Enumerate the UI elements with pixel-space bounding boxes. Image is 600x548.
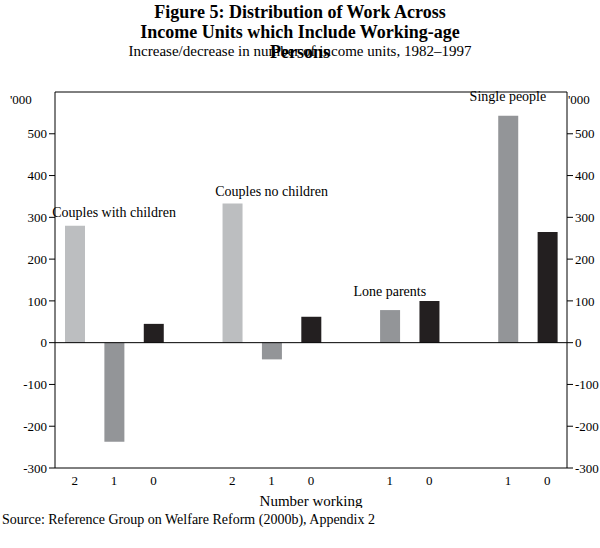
svg-text:200: 200 [575, 252, 592, 267]
svg-text:2: 2 [229, 473, 236, 488]
svg-text:2: 2 [71, 473, 78, 488]
svg-text:-100: -100 [23, 377, 47, 392]
svg-text:0: 0 [544, 473, 551, 488]
html-text:'000: '000 [10, 92, 32, 107]
svg-text:200: 200 [28, 252, 48, 267]
svg-text:0: 0 [150, 473, 157, 488]
html-text:Source: Reference Group on Wel: Source: Reference Group on Welfare Refor… [2, 512, 375, 527]
svg-text:-300: -300 [575, 461, 592, 476]
svg-text:0: 0 [426, 473, 433, 488]
html-text:Figure 5: Distribution of Work: Figure 5: Distribution of Work Across In… [140, 2, 460, 62]
svg-text:400: 400 [575, 168, 592, 183]
svg-text:Couples with children: Couples with children [52, 205, 176, 220]
svg-text:-300: -300 [23, 461, 47, 476]
svg-text:Single people: Single people [470, 89, 547, 104]
svg-text:0: 0 [308, 473, 315, 488]
svg-text:500: 500 [28, 126, 48, 141]
svg-text:300: 300 [28, 210, 48, 225]
svg-text:400: 400 [28, 168, 48, 183]
svg-text:0: 0 [41, 335, 48, 350]
html-text:'000: '000 [568, 92, 590, 107]
svg-text:500: 500 [575, 126, 592, 141]
svg-text:-200: -200 [23, 419, 47, 434]
svg-text:1: 1 [268, 473, 275, 488]
svg-text:300: 300 [575, 210, 592, 225]
svg-text:-100: -100 [575, 377, 592, 392]
svg-text:1: 1 [387, 473, 394, 488]
svg-text:100: 100 [575, 294, 592, 309]
svg-text:0: 0 [575, 335, 582, 350]
svg-text:-200: -200 [575, 419, 592, 434]
svg-text:100: 100 [28, 294, 48, 309]
svg-text:1: 1 [505, 473, 512, 488]
svg-text:Lone parents: Lone parents [353, 284, 426, 299]
svg-text:Couples no children: Couples no children [215, 184, 328, 199]
html-text:Increase/decrease in number of: Increase/decrease in number of income un… [128, 43, 472, 59]
svg-text:Number working: Number working [260, 493, 363, 508]
svg-text:1: 1 [111, 473, 118, 488]
